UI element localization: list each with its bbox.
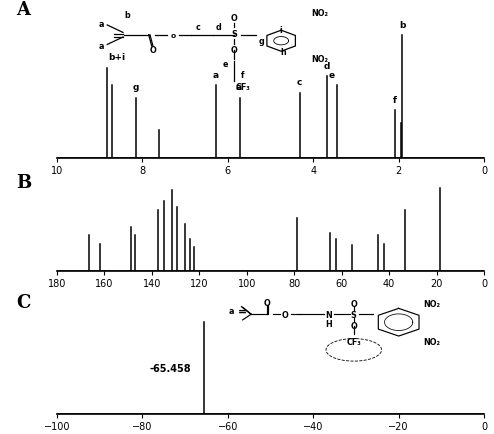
Text: d: d <box>215 23 221 32</box>
Text: CF₃: CF₃ <box>235 83 250 92</box>
Text: NO₂: NO₂ <box>311 55 328 64</box>
Text: NO₂: NO₂ <box>423 299 441 308</box>
Text: o: o <box>170 33 175 39</box>
Text: O: O <box>350 321 357 330</box>
Text: a: a <box>213 71 219 80</box>
Text: b: b <box>124 11 130 20</box>
Text: O: O <box>350 299 357 308</box>
Text: S: S <box>351 310 357 319</box>
Text: O: O <box>231 46 238 55</box>
Text: b: b <box>399 21 405 30</box>
Text: NO₂: NO₂ <box>423 337 441 346</box>
Text: C: C <box>16 294 31 312</box>
Text: O: O <box>282 310 289 319</box>
Text: b+i: b+i <box>109 53 125 62</box>
Text: N: N <box>325 310 331 319</box>
Text: e: e <box>329 71 334 80</box>
Text: a: a <box>228 306 234 316</box>
Text: a': a' <box>235 83 244 92</box>
Text: O: O <box>264 299 270 307</box>
Text: h: h <box>281 48 286 56</box>
Text: f: f <box>241 71 245 80</box>
Text: O: O <box>150 46 156 55</box>
Text: a: a <box>99 20 104 29</box>
Text: -65.458: -65.458 <box>150 364 192 373</box>
Text: =: = <box>238 306 247 316</box>
Text: H: H <box>325 319 331 328</box>
Text: c: c <box>297 78 302 87</box>
Text: g: g <box>259 37 265 46</box>
Text: i: i <box>280 26 283 35</box>
Text: O: O <box>231 14 238 23</box>
Text: d: d <box>324 62 330 71</box>
Text: f: f <box>393 96 397 105</box>
Text: NO₂: NO₂ <box>311 10 328 18</box>
Text: S: S <box>231 30 237 39</box>
Text: A: A <box>16 1 30 19</box>
Text: g: g <box>133 83 139 92</box>
Text: e: e <box>223 60 228 69</box>
Text: B: B <box>16 173 32 191</box>
Text: a: a <box>99 43 104 51</box>
Text: c: c <box>196 23 200 32</box>
Text: CF₃: CF₃ <box>346 337 361 346</box>
